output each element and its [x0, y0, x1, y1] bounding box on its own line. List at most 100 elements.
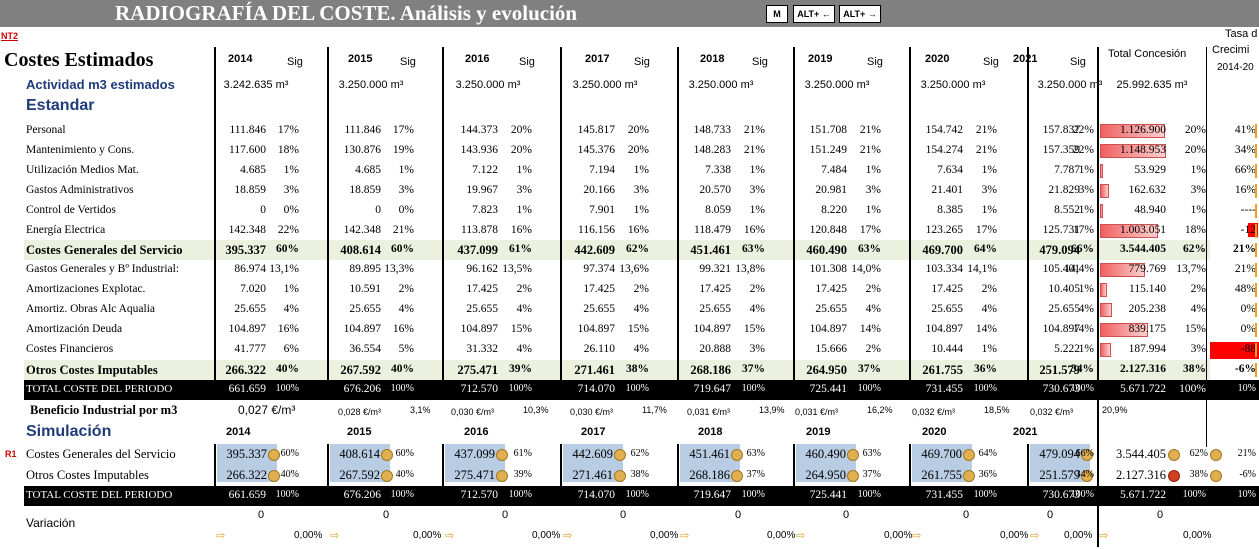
total-databar — [1100, 303, 1112, 317]
sim-input-value[interactable]: 268.186 — [689, 468, 730, 482]
cell-value: 105.401 — [1042, 263, 1080, 275]
cell-value: 86.974 — [234, 263, 266, 275]
cell-value: 157.837 — [1042, 124, 1080, 136]
variacion-pct: 0,00% — [413, 530, 442, 541]
cell-value: 17.425 — [583, 283, 615, 295]
variacion-pct: 0,00% — [884, 530, 913, 541]
tasa-header-2: Crecimi — [1212, 44, 1250, 56]
alt-right-button[interactable]: ALT+ → — [839, 5, 881, 23]
simulacion-label: Simulación — [26, 423, 112, 440]
activity-value: 3.250.000 m³ — [455, 79, 521, 91]
cell-sig: 6% — [283, 343, 299, 355]
sim-input-value[interactable]: 469.700 — [921, 447, 962, 461]
cell-sig: 18% — [277, 144, 299, 156]
cell-value: 20.888 — [699, 343, 731, 355]
cell-sig: 20% — [627, 144, 649, 156]
cell-value: 18.859 — [234, 184, 266, 196]
sim-sig: 40% — [395, 469, 414, 480]
beneficio-pct: 20,9% — [1102, 405, 1128, 415]
alt-left-button[interactable]: ALT+ ← — [793, 5, 835, 23]
cell-sig: 1% — [981, 343, 997, 355]
column-separator — [1097, 47, 1099, 547]
nt2-marker[interactable]: NT2 — [1, 31, 19, 41]
variacion-value: 0 — [383, 509, 390, 521]
status-dot-icon — [1210, 449, 1222, 461]
cell-value: 20.570 — [699, 184, 731, 196]
status-dot-icon — [731, 470, 743, 482]
r1-marker[interactable]: R1 — [5, 449, 17, 459]
cell-sig: 2% — [865, 283, 881, 295]
sim-sig: 63% — [746, 448, 765, 459]
total-sig: 100% — [741, 383, 765, 394]
row-tasa: -6% — [1234, 363, 1256, 375]
sim-input-value[interactable]: 266.322 — [226, 468, 267, 482]
cell-sig: 3% — [398, 184, 414, 196]
sim-input-value[interactable]: 271.461 — [572, 468, 613, 482]
cell-sig: 1% — [1078, 204, 1094, 216]
row-label: Control de Vertidos — [26, 204, 116, 216]
column-separator — [560, 47, 562, 398]
sim-tasa: 21% — [1237, 448, 1256, 459]
cell-sig: 13,5% — [502, 263, 532, 275]
cell-sig: 22% — [1072, 124, 1094, 136]
sim-input-value[interactable]: 251.579 — [1039, 468, 1080, 482]
tasa-header-1: Tasa d — [1225, 28, 1258, 40]
row-tasa: -12 — [1240, 224, 1256, 236]
cell-value: 7.338 — [705, 164, 731, 176]
sim-input-value[interactable]: 264.950 — [805, 468, 846, 482]
column-separator — [327, 444, 329, 504]
row-total: 839.175 — [1128, 323, 1166, 335]
cell-sig: 4% — [516, 343, 532, 355]
cell-value: 25.655 — [699, 303, 731, 315]
status-dot-icon — [1168, 470, 1180, 482]
cell-sig: 0% — [283, 204, 299, 216]
column-separator — [327, 47, 329, 398]
total-value: 731.455 — [925, 383, 963, 395]
cell-value: 148.733 — [693, 124, 731, 136]
total-databar — [1100, 164, 1103, 178]
cell-value: 7.122 — [472, 164, 498, 176]
status-dot-icon — [614, 449, 626, 461]
growth-databar — [1255, 164, 1257, 178]
row-tasa: 16% — [1234, 184, 1256, 196]
cell-sig: 20% — [510, 144, 532, 156]
sim-input-value[interactable]: 451.461 — [689, 447, 730, 461]
cell-sig: 17% — [1072, 224, 1094, 236]
activity-value: 3.250.000 m³ — [338, 79, 404, 91]
sim-input-value[interactable]: 460.490 — [805, 447, 846, 461]
sim-total-sig: 100% — [973, 489, 997, 500]
sim-input-value[interactable]: 267.592 — [339, 468, 380, 482]
m-button[interactable]: M — [766, 5, 788, 23]
sim-total-value: 676.206 — [343, 489, 381, 501]
row-tasa: -88 — [1240, 343, 1256, 355]
cell-sig: 4% — [1078, 303, 1094, 315]
sim-input-value[interactable]: 437.099 — [454, 447, 495, 461]
cell-sig: 14% — [859, 323, 881, 335]
sim-input-value[interactable]: 408.614 — [339, 447, 380, 461]
sim-input-value[interactable]: 442.609 — [572, 447, 613, 461]
sim-total-sig: 100% — [275, 489, 299, 500]
row-total-pct: 2% — [1190, 283, 1206, 295]
sim-input-value[interactable]: 395.337 — [226, 447, 267, 461]
cell-sig: 1% — [398, 164, 414, 176]
cell-value: 17.425 — [699, 283, 731, 295]
sim-grand-pct: 100% — [1182, 489, 1206, 500]
status-dot-icon — [731, 449, 743, 461]
total-databar — [1100, 224, 1158, 238]
sim-year-2016: 2016 — [464, 426, 489, 438]
sim-input-value[interactable]: 479.094 — [1039, 447, 1080, 461]
cell-value: 145.817 — [577, 124, 615, 136]
total-sig: 100% — [973, 383, 997, 394]
estandar-label: Estandar — [26, 97, 95, 114]
cell-sig: 3% — [283, 184, 299, 196]
cell-value: 7.020 — [240, 283, 266, 295]
highlight-row-bg — [24, 360, 1210, 380]
row-tasa: ---- — [1240, 204, 1256, 216]
sim-input-value[interactable]: 261.755 — [921, 468, 962, 482]
cell-value: 25.655 — [234, 303, 266, 315]
cell-value: 261.755 — [922, 363, 963, 377]
cell-value: 144.373 — [460, 124, 498, 136]
cell-sig: 14,0% — [851, 263, 881, 275]
sim-input-value[interactable]: 275.471 — [454, 468, 495, 482]
row-label: Gastos Generales y Bº Industrial: — [26, 263, 180, 275]
